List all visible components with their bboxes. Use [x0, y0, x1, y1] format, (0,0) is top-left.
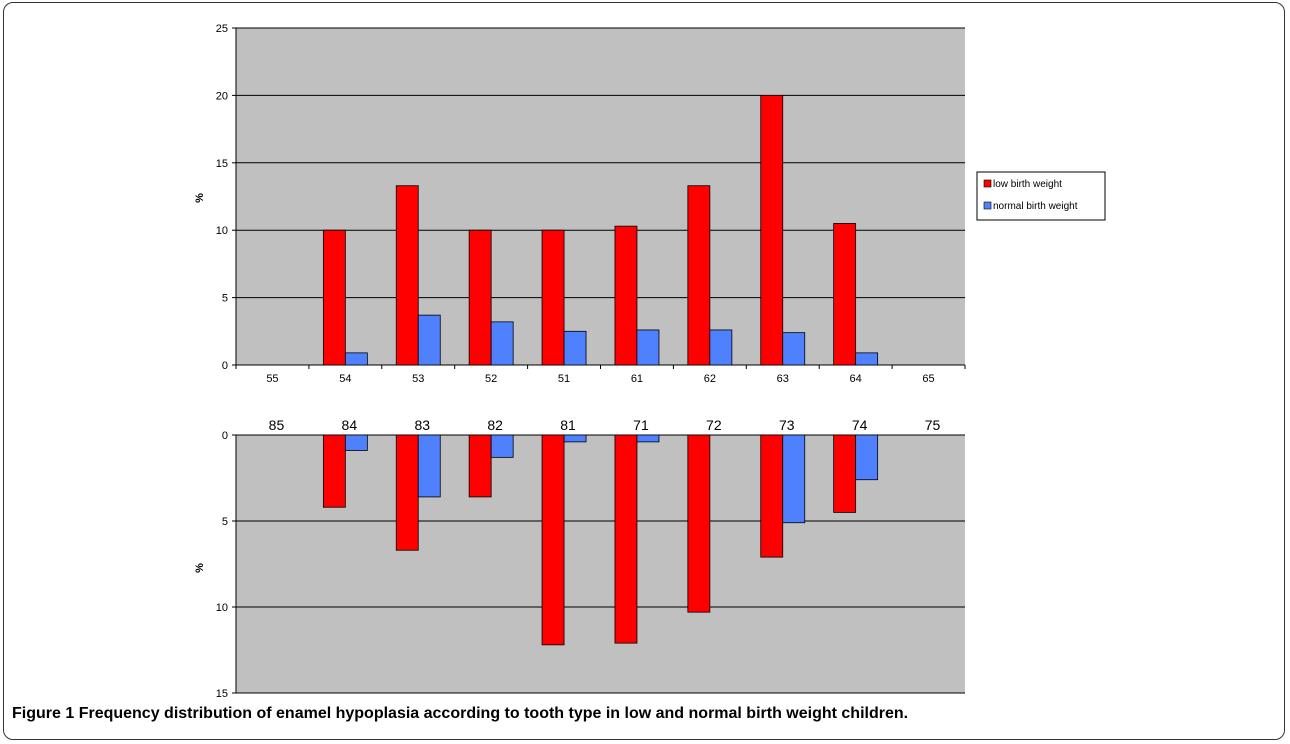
upper-bar-low-63	[760, 95, 784, 366]
upper-bar-normal-63	[782, 332, 806, 366]
lower-bar-low-84	[322, 434, 346, 508]
upper-y-axis-label: %	[194, 193, 206, 203]
upper-y-tick-label: 5	[222, 293, 228, 305]
upper-bar-normal-61	[636, 329, 660, 366]
caption-label: Figure 1	[12, 705, 75, 722]
lower-y-tick-label: 10	[216, 602, 228, 614]
upper-category-label: 64	[850, 373, 862, 385]
upper-bar-low-54	[322, 229, 346, 366]
upper-bar-normal-64	[855, 352, 879, 366]
lower-y-axis-label: %	[194, 563, 206, 573]
upper-bar-low-51	[541, 229, 565, 366]
upper-bar-normal-51	[563, 330, 587, 366]
legend-swatch-low	[983, 179, 992, 188]
lower-category-label: 84	[342, 417, 358, 433]
lower-category-label: 82	[487, 417, 503, 433]
lower-bar-low-82	[468, 434, 492, 498]
lower-category-label: 74	[852, 417, 868, 433]
figure-frame	[3, 2, 1285, 740]
legend-box	[976, 171, 1106, 221]
lower-bar-normal-73	[782, 434, 806, 524]
lower-bar-low-83	[395, 434, 419, 551]
caption-text: Frequency distribution of enamel hypopla…	[78, 705, 909, 722]
lower-bar-low-73	[760, 434, 784, 558]
upper-category-label: 54	[339, 373, 351, 385]
lower-category-label: 71	[633, 417, 649, 433]
lower-bar-normal-71	[636, 434, 660, 443]
lower-bar-low-72	[687, 434, 711, 613]
upper-bar-normal-53	[417, 314, 441, 366]
upper-category-label: 62	[704, 373, 716, 385]
lower-bar-normal-84	[344, 434, 368, 451]
upper-bar-normal-62	[709, 329, 733, 366]
lower-category-label: 75	[925, 417, 941, 433]
lower-y-tick-label: 0	[222, 430, 228, 442]
lower-bar-normal-81	[563, 434, 587, 443]
upper-category-label: 55	[266, 373, 278, 385]
upper-bar-normal-54	[344, 352, 368, 366]
upper-category-label: 61	[631, 373, 643, 385]
lower-bar-normal-83	[417, 434, 441, 498]
upper-bar-low-61	[614, 225, 638, 366]
upper-y-tick-label: 15	[216, 158, 228, 170]
legend-label-low: low birth weight	[993, 179, 1062, 190]
lower-category-label: 83	[414, 417, 430, 433]
upper-category-label: 53	[412, 373, 424, 385]
figure-chart: 0 5 10 15 20 25% 55 54 53 52 51 61 62 63 64 65 0 5 10 15% 85…	[194, 23, 1106, 700]
lower-category-label: 85	[269, 417, 285, 433]
lower-bar-normal-74	[855, 434, 879, 481]
upper-bar-low-62	[687, 185, 711, 366]
lower-category-label: 72	[706, 417, 722, 433]
upper-category-label: 63	[777, 373, 789, 385]
upper-bar-normal-52	[490, 321, 514, 366]
lower-y-tick-label: 5	[222, 516, 228, 528]
upper-y-tick-label: 25	[216, 23, 228, 35]
lower-bar-low-71	[614, 434, 638, 644]
lower-bar-normal-82	[490, 434, 514, 458]
lower-category-label: 81	[560, 417, 576, 433]
lower-y-tick-label: 15	[216, 688, 228, 700]
upper-bar-low-52	[468, 229, 492, 366]
figure-caption: Figure 1 Frequency distribution of ename…	[12, 705, 908, 723]
upper-category-label: 51	[558, 373, 570, 385]
upper-category-label: 65	[922, 373, 934, 385]
lower-bar-low-81	[541, 434, 565, 646]
upper-y-tick-label: 10	[216, 225, 228, 237]
legend-swatch-normal	[983, 201, 992, 210]
upper-y-tick-label: 0	[222, 360, 228, 372]
upper-bar-low-53	[395, 185, 419, 366]
legend-label-normal: normal birth weight	[993, 201, 1078, 212]
upper-category-label: 52	[485, 373, 497, 385]
upper-y-tick-label: 20	[216, 90, 228, 102]
lower-bar-low-74	[833, 434, 857, 513]
lower-category-label: 73	[779, 417, 795, 433]
upper-bar-low-64	[833, 223, 857, 366]
